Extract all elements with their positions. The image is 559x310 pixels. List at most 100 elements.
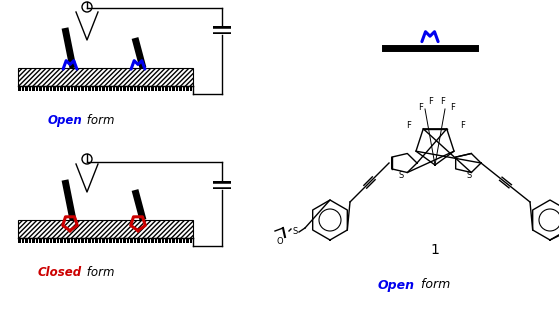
Text: F: F — [461, 121, 466, 130]
Text: F: F — [429, 96, 433, 105]
Text: O: O — [277, 237, 283, 246]
Bar — [46, 86, 49, 91]
Bar — [70, 238, 73, 243]
Text: F: F — [419, 103, 423, 112]
Bar — [172, 238, 174, 243]
Bar — [32, 86, 35, 91]
Bar — [179, 238, 182, 243]
Bar — [56, 238, 59, 243]
Bar — [126, 238, 129, 243]
Bar — [67, 86, 69, 91]
Bar — [116, 238, 119, 243]
Bar — [190, 238, 192, 243]
Bar — [42, 238, 45, 243]
Text: 1: 1 — [430, 243, 439, 257]
Bar — [70, 86, 73, 91]
Bar — [18, 68, 193, 86]
Bar — [81, 238, 83, 243]
Bar — [134, 86, 136, 91]
Bar — [78, 238, 80, 243]
Bar — [60, 238, 63, 243]
Text: F: F — [451, 103, 456, 112]
Bar — [144, 238, 146, 243]
Text: S: S — [466, 171, 472, 180]
Bar — [186, 238, 188, 243]
Bar — [39, 238, 41, 243]
Bar — [74, 238, 77, 243]
Bar — [42, 86, 45, 91]
Bar — [32, 238, 35, 243]
Bar — [126, 86, 129, 91]
Bar — [162, 238, 164, 243]
Bar — [112, 86, 115, 91]
Bar — [158, 86, 160, 91]
Bar — [179, 86, 182, 91]
Bar — [140, 238, 143, 243]
Bar — [130, 86, 132, 91]
Bar — [64, 238, 66, 243]
Bar — [182, 238, 185, 243]
Bar — [213, 181, 231, 189]
Bar — [172, 86, 174, 91]
Bar — [29, 86, 31, 91]
Bar — [148, 238, 150, 243]
Text: Open: Open — [378, 278, 415, 291]
Text: form: form — [83, 266, 115, 279]
Text: Closed: Closed — [38, 266, 82, 279]
Bar — [130, 238, 132, 243]
Bar — [182, 86, 185, 91]
Bar — [50, 86, 52, 91]
Bar — [29, 238, 31, 243]
Bar — [98, 238, 101, 243]
Bar — [148, 86, 150, 91]
Bar — [154, 238, 157, 243]
Bar — [92, 86, 94, 91]
Bar — [50, 238, 52, 243]
Bar — [81, 86, 83, 91]
Bar — [25, 86, 27, 91]
Bar — [109, 86, 111, 91]
Bar — [137, 86, 140, 91]
Bar — [36, 238, 38, 243]
Bar — [137, 238, 140, 243]
Bar — [64, 86, 66, 91]
Bar — [95, 86, 97, 91]
Bar — [190, 86, 192, 91]
Bar — [165, 86, 168, 91]
Bar — [95, 238, 97, 243]
Bar — [120, 86, 122, 91]
Text: S: S — [399, 171, 404, 180]
Bar — [134, 238, 136, 243]
Bar — [74, 86, 77, 91]
Text: form: form — [83, 114, 115, 127]
Bar — [144, 86, 146, 91]
Bar — [92, 238, 94, 243]
Bar — [21, 86, 24, 91]
Bar — [84, 238, 87, 243]
Bar — [176, 238, 178, 243]
Bar — [25, 238, 27, 243]
Bar — [106, 86, 108, 91]
Bar — [168, 86, 171, 91]
Bar — [162, 86, 164, 91]
Bar — [154, 86, 157, 91]
Bar — [102, 86, 105, 91]
Bar — [88, 86, 91, 91]
Bar — [151, 238, 154, 243]
Bar — [88, 238, 91, 243]
Bar — [39, 86, 41, 91]
Text: F: F — [406, 121, 411, 130]
Bar — [60, 86, 63, 91]
Bar — [123, 86, 126, 91]
Bar — [165, 238, 168, 243]
Bar — [36, 86, 38, 91]
Bar — [120, 238, 122, 243]
Bar — [78, 86, 80, 91]
Text: F: F — [440, 96, 446, 105]
Bar — [109, 238, 111, 243]
Bar — [18, 238, 21, 243]
Circle shape — [82, 2, 92, 12]
Bar — [176, 86, 178, 91]
Bar — [106, 238, 108, 243]
Bar — [46, 238, 49, 243]
